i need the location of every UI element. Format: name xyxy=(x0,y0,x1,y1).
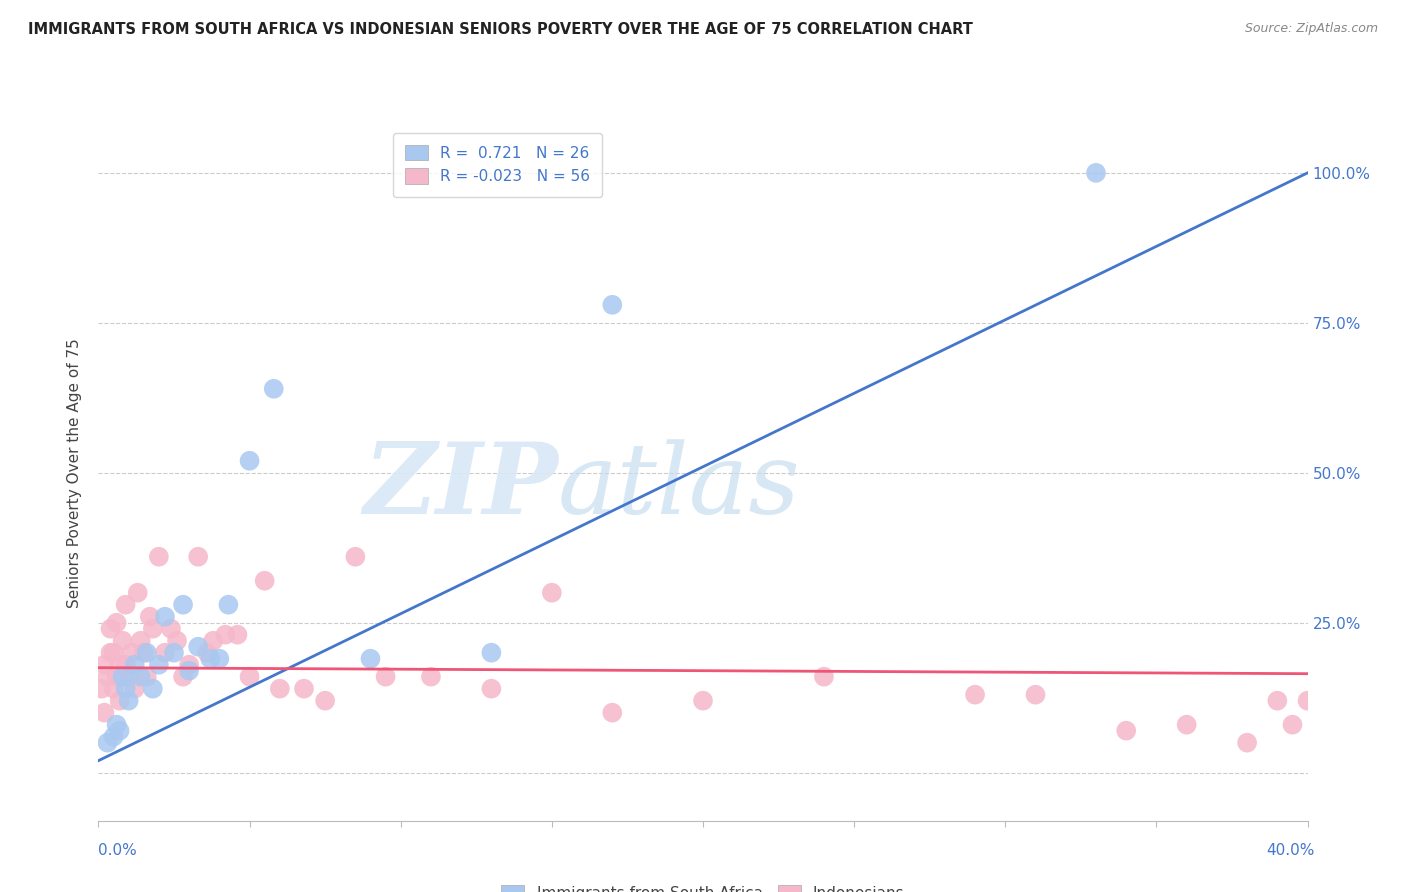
Point xyxy=(103,646,125,660)
Text: 40.0%: 40.0% xyxy=(1267,843,1315,858)
Point xyxy=(108,657,131,672)
Point xyxy=(135,646,157,660)
Point xyxy=(100,646,122,660)
Point xyxy=(374,670,396,684)
Point xyxy=(160,622,183,636)
Point xyxy=(602,706,624,720)
Point xyxy=(214,628,236,642)
Point xyxy=(965,688,987,702)
Point xyxy=(172,598,194,612)
Point xyxy=(1296,694,1319,708)
Text: Source: ZipAtlas.com: Source: ZipAtlas.com xyxy=(1244,22,1378,36)
Point xyxy=(142,622,165,636)
Point xyxy=(148,549,170,564)
Point xyxy=(108,723,131,738)
Point xyxy=(239,670,262,684)
Point xyxy=(132,646,155,660)
Text: atlas: atlas xyxy=(558,439,800,534)
Point xyxy=(195,646,218,660)
Point xyxy=(153,609,176,624)
Point xyxy=(813,670,835,684)
Point xyxy=(96,736,118,750)
Point xyxy=(127,585,149,599)
Point xyxy=(420,670,443,684)
Point xyxy=(1115,723,1137,738)
Point xyxy=(217,598,239,612)
Point xyxy=(208,651,231,665)
Point xyxy=(129,670,152,684)
Point xyxy=(360,651,382,665)
Point xyxy=(200,651,222,665)
Point xyxy=(1175,717,1198,731)
Point xyxy=(114,681,136,696)
Point xyxy=(226,628,249,642)
Point xyxy=(96,670,118,684)
Point xyxy=(111,633,134,648)
Point xyxy=(540,585,562,599)
Point xyxy=(263,382,285,396)
Text: ZIP: ZIP xyxy=(363,439,558,535)
Point xyxy=(179,657,201,672)
Point xyxy=(692,694,714,708)
Point xyxy=(253,574,276,588)
Point xyxy=(114,598,136,612)
Text: 0.0%: 0.0% xyxy=(98,843,138,858)
Point xyxy=(90,681,112,696)
Point xyxy=(187,549,209,564)
Point xyxy=(142,681,165,696)
Point xyxy=(93,706,115,720)
Point xyxy=(108,694,131,708)
Point xyxy=(100,622,122,636)
Point xyxy=(1236,736,1258,750)
Point xyxy=(179,664,201,678)
Point xyxy=(269,681,291,696)
Point xyxy=(153,646,176,660)
Point xyxy=(239,454,262,468)
Point xyxy=(481,646,503,660)
Point xyxy=(344,549,367,564)
Point xyxy=(103,730,125,744)
Legend: Immigrants from South Africa, Indonesians: Immigrants from South Africa, Indonesian… xyxy=(495,879,911,892)
Point xyxy=(105,717,128,731)
Point xyxy=(114,657,136,672)
Point xyxy=(163,646,186,660)
Point xyxy=(129,633,152,648)
Point xyxy=(1267,694,1289,708)
Point xyxy=(105,615,128,630)
Point xyxy=(1024,688,1046,702)
Point xyxy=(314,694,336,708)
Point xyxy=(1085,166,1108,180)
Point xyxy=(202,633,225,648)
Point xyxy=(139,609,162,624)
Point xyxy=(93,657,115,672)
Point xyxy=(481,681,503,696)
Point xyxy=(118,670,141,684)
Point xyxy=(121,646,143,660)
Point xyxy=(111,670,134,684)
Y-axis label: Seniors Poverty Over the Age of 75: Seniors Poverty Over the Age of 75 xyxy=(67,338,83,607)
Text: IMMIGRANTS FROM SOUTH AFRICA VS INDONESIAN SENIORS POVERTY OVER THE AGE OF 75 CO: IMMIGRANTS FROM SOUTH AFRICA VS INDONESI… xyxy=(28,22,973,37)
Point xyxy=(602,298,624,312)
Point xyxy=(172,670,194,684)
Point xyxy=(292,681,315,696)
Point xyxy=(118,694,141,708)
Point xyxy=(124,657,146,672)
Point xyxy=(124,681,146,696)
Point xyxy=(166,633,188,648)
Point xyxy=(187,640,209,654)
Point xyxy=(135,670,157,684)
Point xyxy=(103,681,125,696)
Point xyxy=(148,657,170,672)
Point xyxy=(105,670,128,684)
Point xyxy=(1281,717,1303,731)
